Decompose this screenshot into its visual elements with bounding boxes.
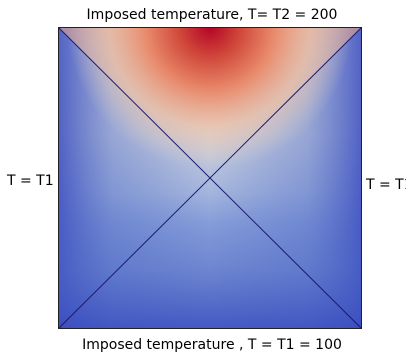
bottom-boundary-label: Imposed temperature , T = T1 = 100 <box>82 337 342 353</box>
right-boundary-label: T = T1 <box>366 177 406 193</box>
left-boundary-label: T = T1 <box>7 173 54 189</box>
top-boundary-label: Imposed temperature, T= T2 = 200 <box>86 7 338 23</box>
diagonal-line <box>58 27 362 329</box>
temperature-field-plot <box>58 27 362 329</box>
plot-border <box>58 27 362 329</box>
